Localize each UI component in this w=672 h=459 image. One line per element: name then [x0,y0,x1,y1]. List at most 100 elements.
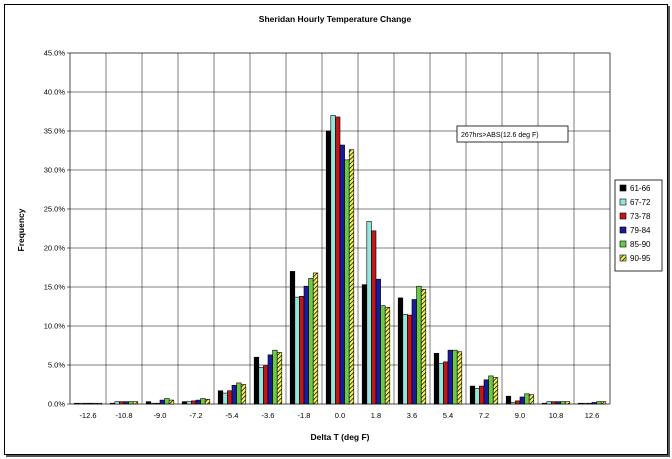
bar-67-72--9.0 [150,402,156,405]
bar-67-72-5.4 [438,363,444,405]
bar-61-66-7.2 [469,385,476,405]
bar-90-95--10.8 [132,401,139,405]
legend-label-73-78: 73-78 [630,212,651,221]
bar-90-95-3.6 [420,289,427,405]
bar-85-90-12.6 [596,401,602,405]
legend-swatch-61-66 [619,184,627,192]
legend-swatch-73-78 [619,212,627,220]
legend-swatch-90-95 [619,254,627,262]
legend-label-61-66: 61-66 [630,184,651,193]
legend-swatch-85-90 [619,240,627,248]
bar-85-90-5.4 [452,349,458,405]
bar-67-72-7.2 [474,388,480,405]
bar-67-72--10.8 [114,401,120,405]
bar-79-84-7.2 [483,379,489,405]
y-tick-label: 0.0% [48,400,65,409]
bars-group [73,115,607,405]
chart-title: Sheridan Hourly Temperature Change [259,14,412,24]
bar-90-95-5.4 [456,351,463,405]
bar-90-95-12.6 [600,401,607,405]
bar-61-66-12.6 [577,402,584,405]
y-tick-label: 25.0% [44,205,66,214]
bar-90-95--7.2 [204,399,211,405]
bar-67-72--3.6 [258,367,264,405]
legend-swatch-79-84 [619,226,627,234]
legend-label-67-72: 67-72 [630,198,651,207]
bar-73-78-12.6 [587,402,593,405]
y-tick-label: 45.0% [44,49,66,58]
bar-90-95-1.8 [384,306,391,405]
bar-67-72-0.0 [330,115,336,405]
bar-90-95--3.6 [276,352,283,405]
y-tick-label: 30.0% [44,166,66,175]
bar-61-66--1.8 [289,271,296,405]
bar-85-90-10.8 [560,401,566,405]
bar-79-84-1.8 [375,278,381,405]
bar-90-95--12.6 [96,402,103,405]
bar-79-84-10.8 [555,401,561,405]
bar-79-84-5.4 [447,349,453,405]
bar-90-95--1.8 [312,272,319,405]
bar-90-95--9.0 [168,399,175,405]
x-axis-title: Delta T (deg F) [310,432,369,442]
bar-67-72--1.8 [294,296,300,405]
bar-85-90-1.8 [380,305,386,405]
bar-61-66--10.8 [109,402,116,405]
bar-73-78-1.8 [371,230,377,405]
y-tick-label: 35.0% [44,127,66,136]
x-tick-label: -12.6 [79,411,96,420]
bar-73-78--5.4 [227,390,233,405]
bar-73-78--3.6 [263,365,269,405]
bar-73-78-0.0 [335,116,341,405]
x-tick-label: 3.6 [407,411,417,420]
bar-79-84--5.4 [231,384,237,405]
x-tick-label: -1.8 [298,411,311,420]
y-tick-label: 20.0% [44,244,66,253]
bar-90-95-10.8 [564,401,571,405]
x-tick-label: -3.6 [262,411,275,420]
bar-67-72-12.6 [582,402,588,405]
y-axis-title: Frequency [16,208,26,251]
bar-73-78--7.2 [191,400,197,405]
bar-90-95-7.2 [492,377,499,405]
bar-67-72-10.8 [546,401,552,405]
bar-85-90-7.2 [488,375,494,405]
bar-61-66-5.4 [433,352,440,405]
x-tick-label: 10.8 [549,411,564,420]
bar-79-84--10.8 [123,401,129,405]
bar-73-78--1.8 [299,296,305,405]
x-tick-label: 0.0 [335,411,345,420]
legend: 61-66 67-72 73-78 79-84 85-90 90-95 [614,179,663,272]
bar-79-84-9.0 [519,396,525,405]
bar-79-84--12.6 [87,402,93,405]
bar-85-90--5.4 [236,382,242,405]
bar-90-95--5.4 [240,384,247,405]
bar-85-90-0.0 [344,159,350,405]
bar-79-84-3.6 [411,299,417,405]
bar-61-66-3.6 [397,297,404,405]
bar-85-90--10.8 [128,401,134,405]
bar-79-84--7.2 [195,399,201,405]
bar-61-66--9.0 [145,401,152,405]
bar-79-84-12.6 [591,402,597,405]
bar-73-78--12.6 [83,402,89,405]
bar-61-66-1.8 [361,284,368,405]
x-tick-label: 7.2 [479,411,489,420]
bar-85-90-3.6 [416,285,422,405]
bar-73-78--9.0 [155,402,161,405]
bar-67-72--12.6 [78,402,84,405]
legend-label-85-90: 85-90 [630,240,651,249]
bar-85-90--1.8 [308,278,314,405]
bar-61-66-10.8 [541,402,548,405]
legend-label-79-84: 79-84 [630,226,651,235]
bar-85-90--7.2 [200,398,206,405]
annotation-box: 267hrs>ABS(12.6 deg F) [456,125,569,143]
bar-79-84-0.0 [339,144,345,405]
bar-73-78--10.8 [119,401,125,405]
y-tick-label: 5.0% [48,361,65,370]
x-tick-label: 9.0 [515,411,525,420]
bar-67-72-3.6 [402,313,408,405]
bar-79-84--9.0 [159,399,165,405]
legend-swatch-67-72 [619,198,627,206]
